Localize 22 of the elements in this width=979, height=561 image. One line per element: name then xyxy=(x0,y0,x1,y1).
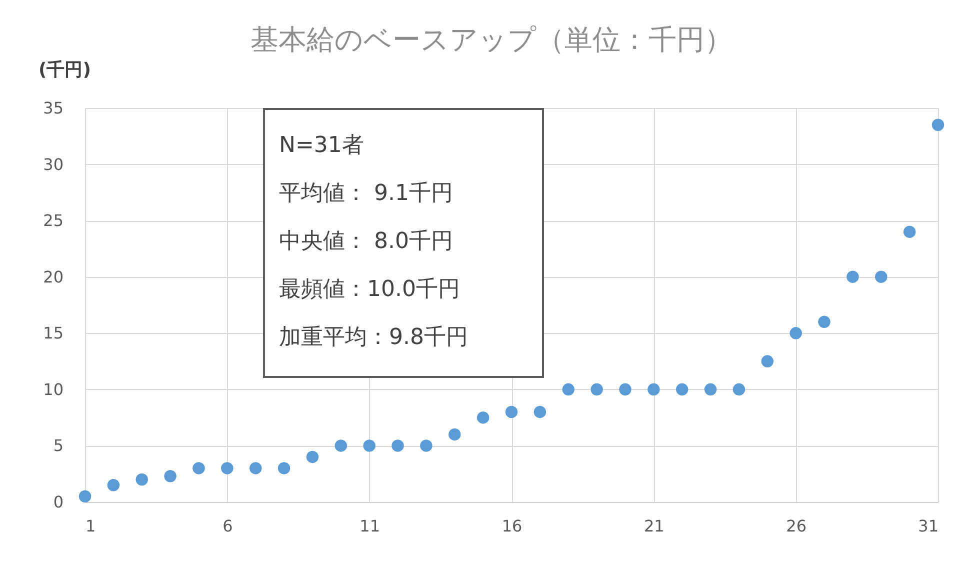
annotation: 中央値： 8.0千円 xyxy=(279,228,454,256)
y-tick-label: 10 xyxy=(43,380,64,399)
y-tick-label: 20 xyxy=(43,267,64,286)
y-tick-label: 25 xyxy=(43,211,64,230)
annotation: N=31者 xyxy=(279,132,365,160)
annotation: 最頻値：10.0千円 xyxy=(279,276,461,304)
annotation: 加重平均：9.8千円 xyxy=(279,324,469,352)
x-tick-label: 31 xyxy=(918,516,938,536)
x-tick-label: 1 xyxy=(86,516,96,536)
y-tick-label: 30 xyxy=(43,154,64,174)
y-tick-label: 5 xyxy=(53,436,64,456)
chart-title: 基本給のベースアップ（単位：千円） xyxy=(250,23,732,56)
x-tick-label: 11 xyxy=(360,516,380,536)
x-tick-label: 6 xyxy=(222,516,233,536)
x-tick-label: 26 xyxy=(786,516,807,536)
y-tick-label: 0 xyxy=(53,492,64,512)
annotation: 平均値： 9.1千円 xyxy=(279,180,454,208)
y-tick-label: 35 xyxy=(43,98,64,118)
y-tick-label: 15 xyxy=(43,324,64,343)
x-tick-label: 16 xyxy=(502,516,522,536)
x-tick-label: 21 xyxy=(644,516,664,536)
y-axis-title: (千円) xyxy=(38,60,91,80)
